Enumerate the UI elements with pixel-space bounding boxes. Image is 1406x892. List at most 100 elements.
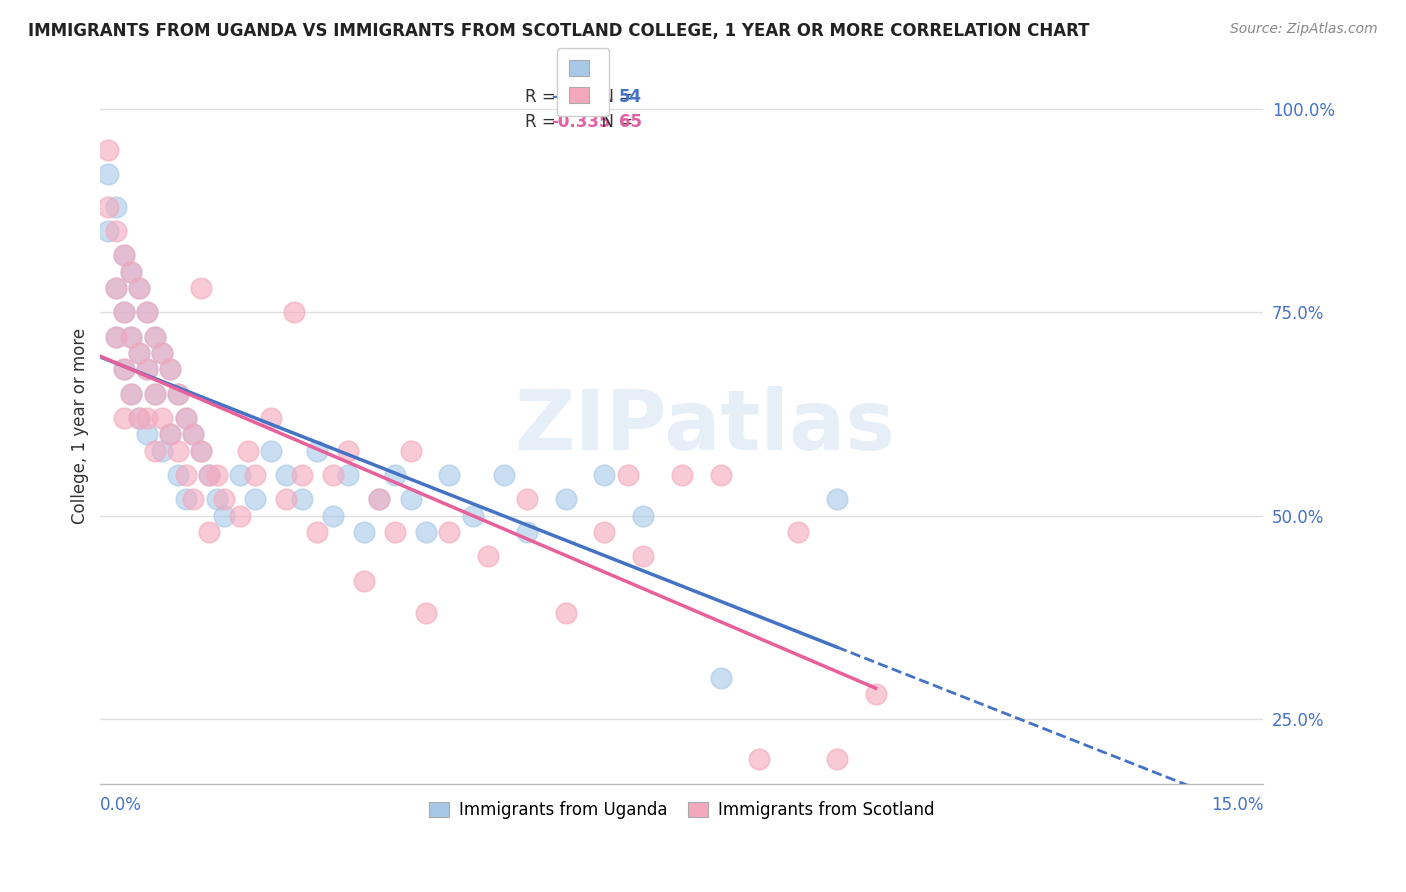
Point: [415, 524, 437, 539]
Point: [399, 492, 422, 507]
Point: [337, 443, 360, 458]
Point: [112, 362, 135, 376]
Point: [104, 200, 127, 214]
Text: 15.0%: 15.0%: [1211, 796, 1264, 814]
Point: [143, 329, 166, 343]
Point: [128, 411, 150, 425]
Text: N =: N =: [591, 113, 638, 131]
Point: [205, 467, 228, 482]
Point: [671, 467, 693, 482]
Text: 54: 54: [619, 88, 643, 106]
Point: [236, 443, 259, 458]
Point: [353, 574, 375, 588]
Point: [183, 492, 205, 507]
Y-axis label: College, 1 year or more: College, 1 year or more: [72, 328, 89, 524]
Point: [516, 524, 538, 539]
Point: [167, 467, 190, 482]
Point: [825, 492, 848, 507]
Point: [143, 443, 166, 458]
Point: [384, 467, 406, 482]
Point: [143, 386, 166, 401]
Point: [143, 329, 166, 343]
Point: [748, 752, 770, 766]
Point: [516, 492, 538, 507]
Point: [190, 281, 212, 295]
Point: [97, 167, 120, 181]
Point: [384, 524, 406, 539]
Point: [120, 329, 142, 343]
Text: 0.0%: 0.0%: [100, 796, 142, 814]
Point: [477, 549, 499, 564]
Point: [183, 427, 205, 442]
Point: [276, 492, 298, 507]
Point: [128, 346, 150, 360]
Point: [104, 281, 127, 295]
Point: [97, 224, 120, 238]
Point: [461, 508, 484, 523]
Text: 65: 65: [619, 113, 643, 131]
Point: [307, 443, 329, 458]
Point: [150, 346, 173, 360]
Point: [120, 265, 142, 279]
Point: [787, 524, 810, 539]
Point: [593, 467, 616, 482]
Point: [245, 467, 267, 482]
Point: [104, 329, 127, 343]
Point: [198, 524, 221, 539]
Point: [368, 492, 391, 507]
Point: [143, 386, 166, 401]
Point: [167, 386, 190, 401]
Point: [167, 443, 190, 458]
Point: [190, 443, 212, 458]
Point: [174, 411, 197, 425]
Text: ZIPatlas: ZIPatlas: [515, 385, 896, 467]
Point: [112, 411, 135, 425]
Text: Source: ZipAtlas.com: Source: ZipAtlas.com: [1230, 22, 1378, 37]
Point: [112, 362, 135, 376]
Point: [245, 492, 267, 507]
Point: [554, 492, 576, 507]
Point: [710, 467, 733, 482]
Text: -0.241: -0.241: [551, 88, 612, 106]
Point: [214, 508, 236, 523]
Point: [307, 524, 329, 539]
Point: [128, 346, 150, 360]
Point: [439, 524, 461, 539]
Point: [260, 411, 283, 425]
Point: [229, 467, 252, 482]
Point: [214, 492, 236, 507]
Point: [865, 687, 887, 701]
Point: [167, 386, 190, 401]
Point: [439, 467, 461, 482]
Point: [97, 200, 120, 214]
Point: [112, 305, 135, 319]
Point: [128, 411, 150, 425]
Point: [291, 492, 314, 507]
Point: [276, 467, 298, 482]
Point: [492, 467, 515, 482]
Point: [150, 443, 173, 458]
Point: [150, 346, 173, 360]
Point: [135, 305, 157, 319]
Point: [174, 492, 197, 507]
Point: [631, 549, 654, 564]
Point: [368, 492, 391, 507]
Text: IMMIGRANTS FROM UGANDA VS IMMIGRANTS FROM SCOTLAND COLLEGE, 1 YEAR OR MORE CORRE: IMMIGRANTS FROM UGANDA VS IMMIGRANTS FRO…: [28, 22, 1090, 40]
Point: [159, 362, 181, 376]
Point: [159, 362, 181, 376]
Point: [174, 411, 197, 425]
Point: [616, 467, 638, 482]
Point: [710, 671, 733, 685]
Point: [415, 606, 437, 620]
Point: [283, 305, 305, 319]
Point: [135, 411, 157, 425]
Point: [112, 248, 135, 262]
Point: [337, 467, 360, 482]
Legend: Immigrants from Uganda, Immigrants from Scotland: Immigrants from Uganda, Immigrants from …: [423, 794, 941, 825]
Point: [260, 443, 283, 458]
Point: [128, 281, 150, 295]
Point: [104, 281, 127, 295]
Text: -0.335: -0.335: [551, 113, 612, 131]
Point: [104, 329, 127, 343]
Point: [97, 143, 120, 157]
